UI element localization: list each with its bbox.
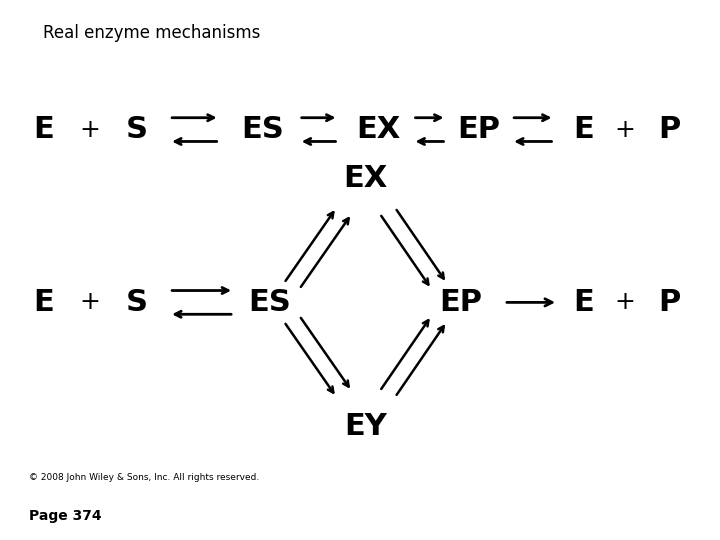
Text: EX: EX <box>356 115 400 144</box>
Text: © 2008 John Wiley & Sons, Inc. All rights reserved.: © 2008 John Wiley & Sons, Inc. All right… <box>29 474 259 482</box>
Text: E: E <box>573 115 593 144</box>
Text: S: S <box>126 115 148 144</box>
Text: E: E <box>33 288 53 317</box>
Text: Real enzyme mechanisms: Real enzyme mechanisms <box>43 24 261 42</box>
Text: E: E <box>573 288 593 317</box>
Text: EX: EX <box>343 164 388 193</box>
Text: ES: ES <box>241 115 284 144</box>
Text: E: E <box>33 115 53 144</box>
Text: P: P <box>659 115 680 144</box>
Text: Page 374: Page 374 <box>29 509 102 523</box>
Text: +: + <box>80 291 100 314</box>
Text: +: + <box>615 118 635 141</box>
Text: EP: EP <box>439 288 482 317</box>
Text: P: P <box>659 288 680 317</box>
Text: S: S <box>126 288 148 317</box>
Text: ES: ES <box>248 288 292 317</box>
Text: EY: EY <box>344 412 387 441</box>
Text: EP: EP <box>457 115 500 144</box>
Text: +: + <box>615 291 635 314</box>
Text: +: + <box>80 118 100 141</box>
